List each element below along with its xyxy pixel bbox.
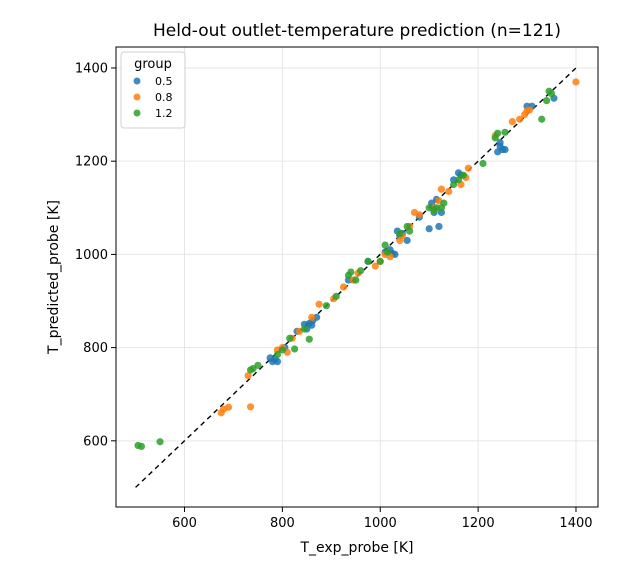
point-group-1-2 [357, 267, 365, 275]
identity-line [135, 67, 577, 488]
x-axis-label: T_exp_probe [K] [299, 540, 413, 556]
point-group-0-8 [525, 106, 534, 114]
x-tick-label: 800 [270, 516, 295, 531]
point-group-1-2 [137, 442, 146, 451]
legend-box [120, 51, 186, 129]
data-points [134, 78, 580, 451]
point-group-1-2 [406, 227, 414, 235]
x-tick-label: 1000 [364, 516, 397, 531]
point-group-0-8 [246, 403, 255, 411]
y-tick-label: 600 [83, 434, 108, 449]
point-group-0-8 [224, 403, 233, 411]
point-group-1-2 [300, 325, 308, 333]
point-group-1-2 [273, 350, 282, 359]
legend-label-0-5: 0.5 [155, 75, 173, 88]
point-group-0-8 [415, 211, 423, 219]
point-group-1-2 [450, 180, 458, 189]
point-group-1-2 [376, 257, 384, 265]
x-tick-label: 1200 [462, 516, 495, 531]
point-group-1-2 [254, 361, 262, 369]
point-group-1-2 [364, 257, 372, 265]
point-group-1-2 [352, 276, 360, 284]
point-group-0-5 [501, 145, 509, 154]
point-group-1-2 [547, 90, 556, 98]
legend-marker-1-2 [133, 109, 141, 117]
legend-marker-0-8 [133, 93, 141, 101]
point-group-0-8 [508, 117, 516, 126]
point-group-0-5 [496, 138, 504, 147]
axis-ticks: 600 800 1000 1200 1400 600 800 1000 1200 1400 [75, 61, 593, 531]
y-tick-label: 1200 [75, 155, 108, 170]
point-group-1-2 [501, 128, 509, 136]
point-group-1-2 [479, 159, 487, 168]
legend-label-1-2: 1.2 [155, 107, 173, 120]
legend: group 0.5 0.8 1.2 [120, 51, 186, 129]
point-group-0-8 [516, 115, 524, 123]
point-group-0-5 [403, 236, 411, 245]
y-axis-label: T_predicted_probe [K] [46, 200, 62, 355]
x-tick-label: 600 [172, 516, 197, 531]
point-group-0-8 [437, 185, 446, 193]
point-group-1-2 [332, 292, 340, 300]
point-group-1-2 [286, 334, 294, 342]
point-group-0-8 [315, 300, 323, 308]
point-group-1-2 [291, 345, 299, 353]
point-group-0-8 [572, 78, 580, 86]
plot-frame [115, 46, 599, 508]
point-group-1-2 [305, 335, 313, 343]
y-tick-label: 800 [83, 341, 108, 356]
point-group-0-8 [339, 283, 348, 291]
point-group-1-2 [347, 268, 355, 276]
point-group-1-2 [440, 199, 448, 207]
point-group-1-2 [278, 346, 286, 354]
point-group-0-8 [371, 262, 379, 270]
legend-marker-0-5 [133, 77, 141, 85]
point-group-1-2 [322, 302, 331, 310]
legend-title: group [134, 57, 172, 72]
point-group-0-5 [273, 357, 282, 366]
grid [116, 47, 598, 507]
y-tick-label: 1400 [75, 61, 108, 76]
point-group-1-2 [459, 171, 468, 179]
point-group-0-5 [425, 225, 433, 233]
chart-title: Held-out outlet-temperature prediction (… [153, 21, 561, 41]
point-group-0-8 [244, 371, 252, 380]
y-tick-label: 1000 [75, 248, 108, 263]
point-group-0-8 [445, 187, 453, 196]
point-group-1-2 [381, 241, 389, 249]
point-group-1-2 [383, 248, 392, 256]
point-group-1-2 [454, 176, 463, 184]
point-group-0-5 [435, 222, 443, 231]
point-group-1-2 [543, 96, 551, 105]
point-group-1-2 [156, 438, 164, 446]
legend-label-0-8: 0.8 [155, 91, 173, 104]
point-group-0-8 [464, 164, 472, 172]
point-group-1-2 [538, 115, 546, 123]
x-tick-label: 1400 [559, 516, 592, 531]
point-group-1-2 [494, 129, 502, 137]
point-group-0-8 [308, 313, 316, 321]
point-group-1-2 [396, 229, 404, 238]
